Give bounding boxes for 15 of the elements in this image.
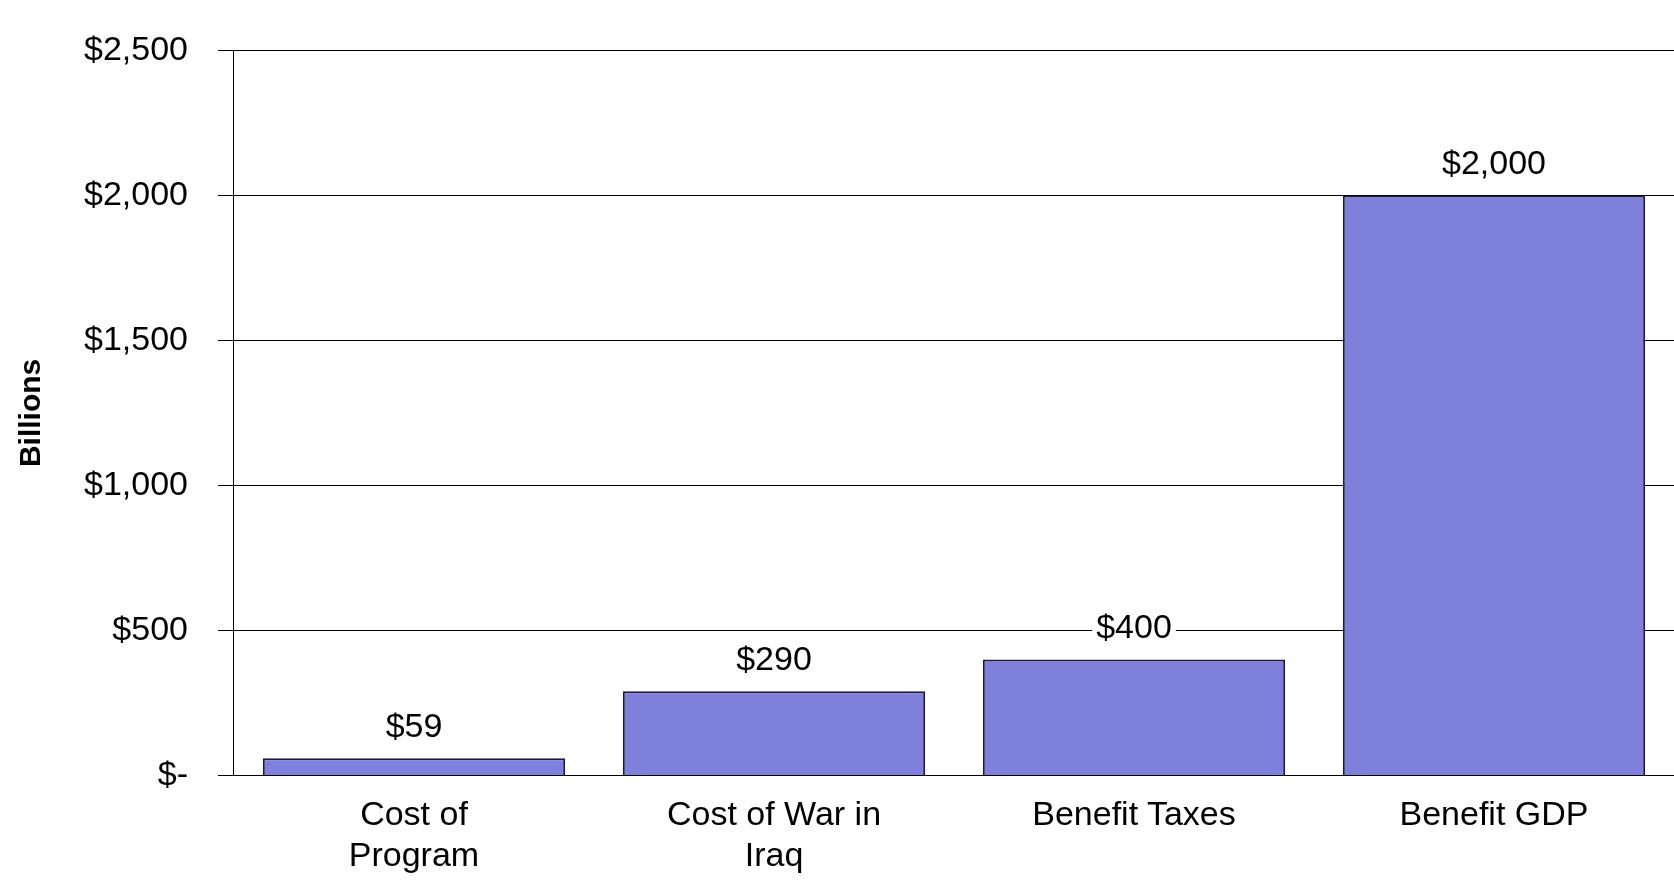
data-label: $2,000 xyxy=(1442,142,1546,181)
x-tick-label: Benefit GDP xyxy=(1399,794,1589,833)
y-tick-label: $2,500 xyxy=(83,28,188,67)
y-tick-label: $1,000 xyxy=(83,463,188,502)
x-tick-label: Cost of War in Iraq xyxy=(666,794,882,873)
data-label: $290 xyxy=(736,638,812,677)
data-label: $400 xyxy=(1096,606,1172,645)
y-tick-label: $- xyxy=(157,753,188,792)
y-tick-label: $2,000 xyxy=(83,173,188,212)
x-tick-label: Benefit Taxes xyxy=(1032,794,1236,833)
y-axis-title: Billions xyxy=(13,358,47,468)
data-label: $59 xyxy=(385,705,443,744)
x-tick-label: Cost of Program xyxy=(348,794,480,873)
y-tick-label: $500 xyxy=(112,608,188,647)
y-tick-label: $1,500 xyxy=(83,318,188,357)
